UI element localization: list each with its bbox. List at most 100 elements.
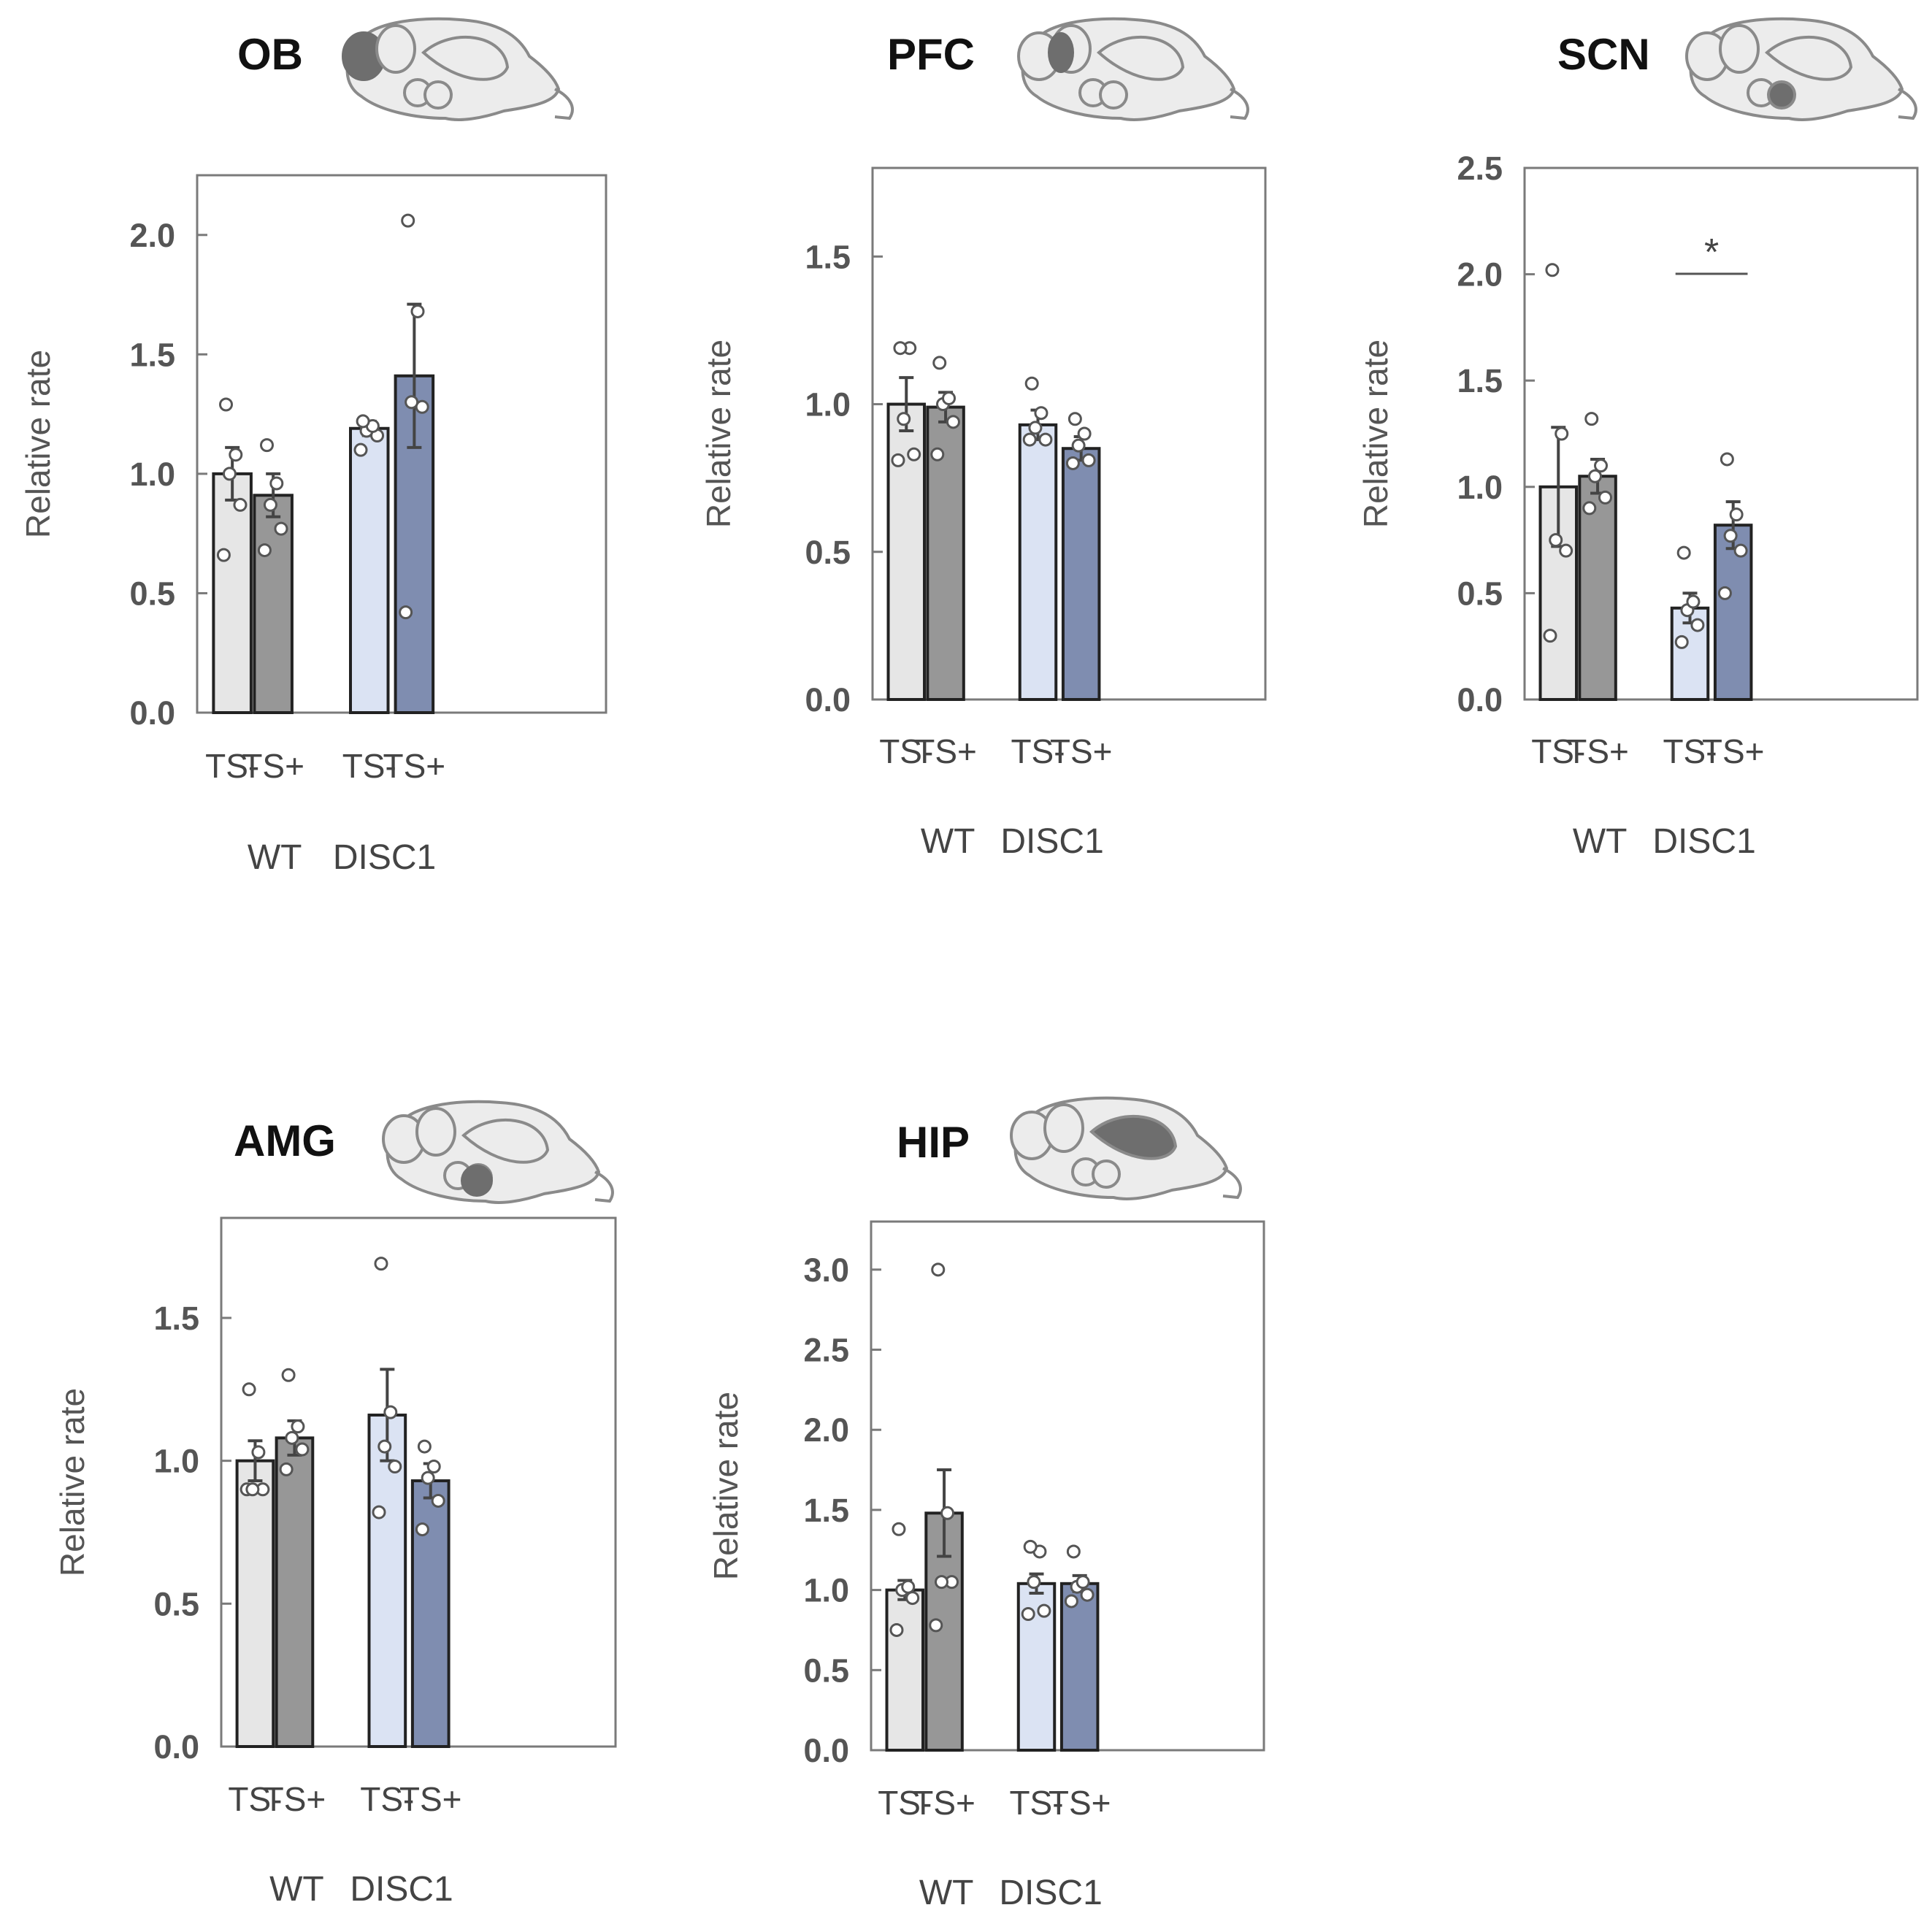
chart-title: PFC <box>887 30 975 79</box>
data-point <box>893 341 908 356</box>
data-point <box>222 467 237 481</box>
y-tick-label: 1.0 <box>153 1443 199 1480</box>
y-tick-label: 1.0 <box>803 1572 849 1609</box>
y-tick-label: 2.5 <box>803 1332 849 1369</box>
bar-disc1-ts-plus <box>1061 447 1101 701</box>
amygdala-highlight-shape <box>461 1165 493 1197</box>
data-point <box>1729 507 1744 522</box>
chart-title: AMG <box>234 1116 336 1165</box>
brainstem-line <box>1230 88 1249 120</box>
data-point <box>942 391 957 405</box>
data-point <box>383 1405 398 1419</box>
data-point <box>905 1591 920 1606</box>
x-category-label: TS- <box>342 747 396 785</box>
data-point <box>1545 263 1560 277</box>
y-axis-label: Relative rate <box>19 350 57 538</box>
data-point <box>353 442 368 457</box>
data-point <box>257 543 272 558</box>
data-point <box>285 1430 299 1445</box>
data-point <box>1559 543 1573 558</box>
data-point <box>260 438 275 453</box>
data-point <box>929 1618 943 1633</box>
y-axis-label: Relative rate <box>53 1388 91 1576</box>
data-point <box>891 453 905 467</box>
x-group-label: DISC1 <box>333 838 436 877</box>
data-point <box>1543 629 1557 643</box>
data-point <box>1549 533 1563 548</box>
data-point <box>1037 1603 1051 1618</box>
brain-diagram-icon <box>1017 17 1249 121</box>
y-tick-label: 2.0 <box>1457 256 1503 294</box>
x-category-label: TS+ <box>242 747 304 785</box>
brain-diagram-icon <box>382 1100 614 1204</box>
data-point <box>1071 438 1086 453</box>
data-point <box>930 447 945 461</box>
x-category-label: TS+ <box>399 1780 462 1818</box>
data-point <box>1024 376 1039 391</box>
significance-label: * <box>1704 231 1719 274</box>
x-category-label: TS+ <box>264 1780 326 1818</box>
data-point <box>1588 469 1603 483</box>
data-point <box>295 1442 310 1457</box>
pfc-highlight-shape <box>1048 32 1074 73</box>
y-tick-label: 1.0 <box>129 456 175 493</box>
data-point <box>242 1382 256 1397</box>
y-tick-label: 2.0 <box>129 217 175 254</box>
data-point <box>399 605 413 620</box>
data-point <box>291 1419 305 1434</box>
data-point <box>1598 490 1612 505</box>
y-axis-label: Relative rate <box>707 1392 745 1580</box>
data-point <box>431 1493 445 1508</box>
x-category-label: TS- <box>205 747 259 785</box>
data-point <box>1021 1607 1035 1622</box>
y-tick-label: 1.0 <box>1457 469 1503 506</box>
x-category-label: TS- <box>879 732 933 770</box>
data-point <box>269 476 284 491</box>
scn-shape <box>423 80 453 110</box>
data-point <box>901 1579 916 1594</box>
data-point <box>388 1459 402 1473</box>
data-point <box>1067 412 1082 426</box>
bar-disc1-ts-plus <box>410 1479 451 1748</box>
data-point <box>216 548 231 562</box>
data-point <box>1027 1575 1041 1590</box>
data-point <box>415 1522 429 1537</box>
bar-disc1-ts-minus <box>1018 423 1058 701</box>
data-point <box>421 1471 435 1485</box>
y-tick-label: 1.5 <box>805 238 851 275</box>
data-point <box>219 397 234 412</box>
chart-title: SCN <box>1557 30 1650 79</box>
data-point <box>1676 545 1691 560</box>
x-category-label: TS- <box>1531 732 1585 770</box>
data-point <box>245 1482 260 1497</box>
data-point <box>1023 1539 1038 1554</box>
data-point <box>410 304 425 318</box>
data-point <box>1733 543 1748 558</box>
y-tick-label: 2.5 <box>1457 150 1503 187</box>
brain-diagram-icon <box>1010 1096 1242 1200</box>
x-category-label: TS- <box>1011 732 1065 770</box>
scn-shape <box>1092 1159 1121 1189</box>
data-point <box>1034 406 1049 421</box>
hippocampus-shape <box>461 1119 550 1164</box>
bar-wt-ts-plus <box>275 1436 315 1749</box>
data-point <box>401 213 415 228</box>
data-point <box>1720 452 1734 467</box>
chart-title: HIP <box>897 1118 970 1167</box>
y-tick-label: 0.0 <box>1457 681 1503 718</box>
x-group-label: WT <box>248 838 302 877</box>
data-point <box>372 1505 386 1519</box>
data-point <box>274 521 288 536</box>
bar-disc1-ts-minus <box>349 426 390 714</box>
cortex-shape <box>1043 1103 1084 1153</box>
x-group-label: DISC1 <box>999 1874 1102 1912</box>
brain-diagram-icon <box>342 17 574 121</box>
data-point <box>1064 1594 1078 1609</box>
data-point <box>263 497 277 512</box>
y-tick-label: 0.5 <box>803 1652 849 1689</box>
x-group-label: DISC1 <box>1652 822 1755 861</box>
brain-diagram-icon <box>1685 17 1917 121</box>
data-point <box>1723 529 1738 543</box>
